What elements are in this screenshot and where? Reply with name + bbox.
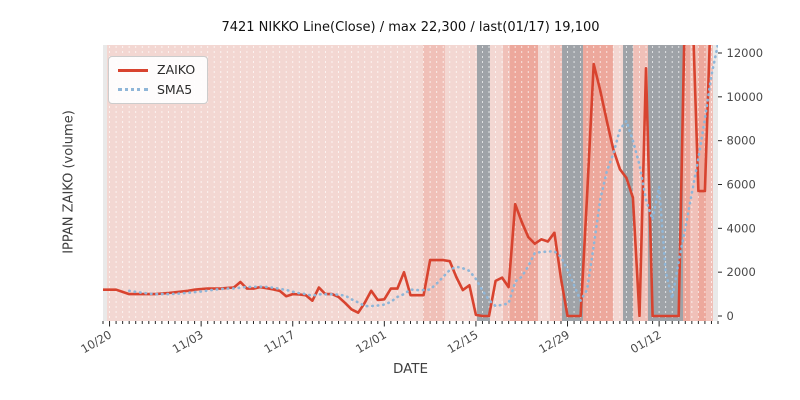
- sma5-line-sample-icon: [118, 88, 148, 92]
- y-tick-label: 10000: [727, 90, 764, 104]
- legend-label-zaiko: ZAIKO: [157, 62, 196, 77]
- legend-item-sma5: SMA5: [118, 81, 195, 97]
- x-tick-label: 10/20: [78, 327, 114, 356]
- y-tick-label: 0: [727, 309, 734, 323]
- x-axis-label: DATE: [392, 361, 429, 377]
- y-tick-label: 4000: [727, 221, 756, 235]
- axis-ticks: [102, 52, 722, 327]
- day-band-p2: [422, 45, 445, 321]
- day-band-gray: [476, 45, 490, 321]
- day-band-p2: [503, 45, 511, 321]
- legend-label-sma5: SMA5: [157, 81, 193, 97]
- day-band-p1: [538, 45, 550, 321]
- zaiko-line-sample-icon: [118, 68, 148, 72]
- zaiko-line: [103, 45, 711, 318]
- day-band-p3: [510, 45, 539, 321]
- y-tick-label: 6000: [727, 178, 756, 192]
- day-band-edge: [103, 45, 107, 321]
- legend: ZAIKO SMA5: [108, 56, 209, 104]
- y-axis-label: IPPAN ZAIKO (volume): [61, 110, 77, 254]
- sma5-line: [127, 45, 718, 308]
- x-tick-labels: 10/20 11/03 11/17 12/01 12/15 12/29 01/12: [78, 327, 663, 356]
- x-tick-label: 11/03: [170, 327, 206, 356]
- x-tick-label: 12/29: [536, 327, 572, 356]
- x-tick-label: 12/01: [353, 327, 389, 356]
- day-band-p3: [682, 45, 690, 321]
- y-tick-labels: 0 2000 4000 6000 8000 10000 12000: [727, 46, 764, 323]
- day-band-p3: [698, 45, 707, 321]
- day-band-p2: [549, 45, 563, 321]
- x-tick-label: 12/15: [445, 327, 481, 356]
- day-band-p1: [489, 45, 504, 321]
- x-tick-label: 01/12: [628, 327, 664, 356]
- day-band-edge: [713, 45, 718, 321]
- series-lines: [103, 45, 718, 318]
- chart-title: 7421 NIKKO Line(Close) / max 22,300 / la…: [221, 20, 600, 35]
- x-tick-label: 11/17: [262, 327, 298, 356]
- day-band-p1: [612, 45, 624, 321]
- y-tick-label: 12000: [727, 46, 764, 60]
- day-band-p2: [706, 45, 714, 321]
- y-tick-label: 8000: [727, 134, 756, 148]
- legend-item-zaiko: ZAIKO: [118, 62, 196, 77]
- y-tick-label: 2000: [727, 265, 756, 279]
